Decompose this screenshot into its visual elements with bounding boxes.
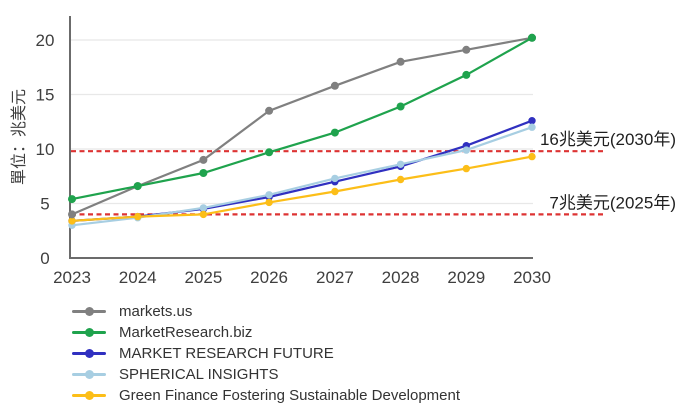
series-point [528, 33, 536, 42]
series-point [199, 210, 208, 219]
series-point [199, 204, 208, 212]
legend-label: MarketResearch.biz [119, 323, 253, 341]
legend-line-swatch [72, 369, 106, 379]
series-point [396, 57, 405, 66]
legend-label: markets.us [119, 302, 193, 320]
series-point [528, 117, 536, 125]
series-point [265, 148, 274, 157]
reference-label: 7兆美元(2025年) [549, 193, 676, 212]
legend-item-spherical-insights[interactable]: SPHERICAL INSIGHTS [72, 365, 460, 383]
series-point [68, 195, 76, 204]
legend-item-market-research-future[interactable]: MARKET RESEARCH FUTURE [72, 344, 460, 362]
legend-dot-icon [85, 390, 94, 400]
series-line [71, 119, 533, 222]
series-point [265, 191, 273, 199]
series-point [265, 198, 273, 207]
series-point [396, 102, 405, 111]
series-point [331, 187, 339, 196]
legend-line-swatch [72, 327, 106, 337]
x-tick-label: 2028 [382, 268, 420, 287]
x-tick-label: 2023 [53, 268, 91, 287]
legend-dot-icon [85, 369, 94, 379]
series-point [396, 160, 405, 168]
legend-line-swatch [72, 306, 106, 316]
legend-item-marketresearch-biz[interactable]: MarketResearch.biz [72, 323, 460, 341]
series-point [528, 123, 536, 131]
series-point [199, 155, 208, 164]
reference-label: 16兆美元(2030年) [540, 130, 676, 149]
chart-legend: markets.us MarketResearch.biz MARKET RES… [72, 302, 461, 404]
x-tick-label: 2026 [250, 268, 288, 287]
series-point [330, 128, 339, 137]
legend-dot-icon [85, 327, 94, 337]
y-tick-label: 5 [40, 195, 49, 214]
series-point [396, 175, 405, 184]
series-point [265, 106, 274, 115]
series-point [199, 169, 208, 177]
series-point [528, 152, 536, 161]
series-point [462, 164, 470, 173]
y-axis-title: 單位：兆美元 [10, 89, 28, 185]
x-tick-label: 2024 [119, 268, 157, 287]
legend-label: SPHERICAL INSIGHTS [119, 365, 279, 383]
legend-line-swatch [72, 348, 106, 358]
series-point [462, 45, 471, 54]
legend-item-markets-us[interactable]: markets.us [72, 302, 460, 320]
series-line [71, 36, 533, 201]
y-tick-label: 0 [40, 249, 49, 268]
legend-line-swatch [72, 390, 106, 400]
series-line [71, 36, 533, 216]
series-line [71, 155, 533, 222]
series-point [462, 70, 471, 79]
x-tick-label: 2029 [447, 268, 485, 287]
x-tick-label: 2030 [513, 268, 551, 287]
line-chart: 0 5 10 15 20 2023 2024 2025 2026 2027 2028 2029 2030… [10, 16, 676, 287]
series-point [134, 212, 142, 221]
legend-dot-icon [85, 306, 94, 316]
series-point [462, 146, 470, 154]
legend-label: MARKET RESEARCH FUTURE [119, 344, 334, 362]
y-tick-label: 15 [36, 86, 55, 105]
x-tick-label: 2025 [184, 268, 222, 287]
y-tick-label: 20 [36, 31, 55, 50]
legend-item-green-finance[interactable]: Green Finance Fostering Sustainable Deve… [72, 386, 461, 404]
series-point [68, 217, 76, 225]
series-point [133, 182, 142, 191]
series-point [68, 210, 76, 219]
y-tick-label: 10 [36, 140, 55, 159]
legend-dot-icon [85, 348, 94, 358]
series-point [330, 81, 339, 90]
series-point [331, 174, 339, 183]
legend-label: Green Finance Fostering Sustainable Deve… [119, 386, 461, 404]
x-tick-label: 2027 [316, 268, 354, 287]
